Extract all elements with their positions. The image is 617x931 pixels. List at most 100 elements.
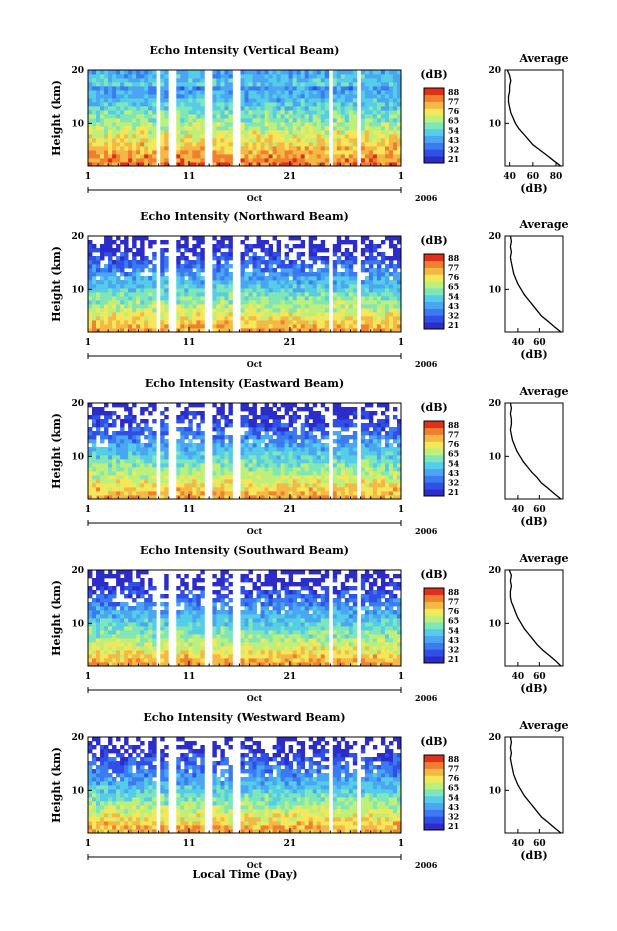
- heatmap-cell: [164, 256, 169, 261]
- heatmap-cell: [312, 122, 318, 127]
- heatmap-cell: [132, 90, 137, 95]
- heatmap-cell: [344, 162, 350, 167]
- heatmap-cell: [352, 459, 358, 464]
- heatmap-cell: [192, 118, 197, 123]
- heatmap-cell: [140, 260, 145, 265]
- heatmap-cell: [332, 455, 338, 460]
- heatmap-cell: [264, 304, 269, 309]
- heatmap-cell: [120, 162, 125, 167]
- heatmap-cell: [132, 475, 137, 480]
- heatmap-cell: [252, 142, 257, 147]
- heatmap-cell: [216, 110, 221, 115]
- heatmap-cell: [368, 146, 374, 151]
- heatmap-cell: [332, 475, 338, 480]
- colorbar-unit: (dB): [420, 234, 447, 247]
- heatmap-cell: [312, 415, 318, 420]
- heatmap-cell: [368, 324, 374, 329]
- heatmap-cell: [272, 138, 277, 143]
- heatmap-cell: [148, 431, 153, 436]
- heatmap-cell: [372, 284, 378, 289]
- heatmap-cell: [244, 126, 249, 131]
- heatmap-cell: [120, 284, 125, 289]
- heatmap-cell: [252, 74, 257, 79]
- heatmap-cell: [104, 98, 109, 103]
- heatmap-cell: [272, 495, 277, 500]
- heatmap-cell: [112, 638, 117, 643]
- heatmap-cell: [148, 300, 153, 305]
- heatmap-cell: [116, 658, 121, 663]
- heatmap-cell: [376, 483, 382, 488]
- heatmap-cell: [296, 407, 302, 412]
- heatmap-cell: [288, 467, 294, 472]
- heatmap-cell: [376, 280, 382, 285]
- heatmap-cell: [152, 138, 157, 143]
- heatmap-cell: [348, 86, 354, 91]
- heatmap-cell: [160, 419, 165, 424]
- heatmap-cell: [108, 658, 113, 663]
- heatmap-cell: [108, 618, 113, 623]
- heatmap-cell: [256, 264, 261, 269]
- heatmap-cell: [224, 102, 229, 107]
- heatmap-cell: [280, 455, 286, 460]
- heatmap-cell: [300, 154, 306, 159]
- heatmap-cell: [152, 475, 157, 480]
- heatmap-cell: [296, 272, 302, 277]
- heatmap-cell: [88, 142, 93, 147]
- heatmap-cell: [160, 455, 165, 460]
- heatmap-cell: [152, 491, 157, 496]
- heatmap-cell: [184, 284, 189, 289]
- heatmap-cell: [200, 304, 205, 309]
- heatmap-cell: [196, 475, 201, 480]
- heatmap-cell: [332, 252, 338, 257]
- heatmap-cell: [228, 74, 233, 79]
- heatmap-cell: [372, 138, 378, 143]
- heatmap-cell: [384, 419, 390, 424]
- heatmap-cell: [104, 126, 109, 131]
- heatmap-cell: [152, 320, 157, 325]
- heatmap-cell: [256, 455, 261, 460]
- heatmap-cell: [364, 158, 370, 163]
- heatmap-cell: [260, 316, 265, 321]
- heatmap-cell: [128, 630, 133, 635]
- heatmap-cell: [372, 443, 378, 448]
- heatmap-cell: [376, 300, 382, 305]
- heatmap-cell: [392, 320, 398, 325]
- heatmap-cell: [264, 483, 269, 488]
- heatmap-cell: [372, 102, 378, 107]
- heatmap-cell: [188, 98, 193, 103]
- heatmap-cell: [316, 146, 322, 151]
- heatmap-cell: [148, 284, 153, 289]
- heatmap-cell: [216, 475, 221, 480]
- heatmap-cell: [136, 260, 141, 265]
- heatmap-cell: [248, 138, 253, 143]
- year-label: 2006: [415, 359, 438, 369]
- heatmap-cell: [112, 82, 117, 87]
- heatmap-cell: [224, 447, 229, 452]
- heatmap-cell: [220, 328, 225, 333]
- heatmap-cell: [344, 479, 350, 484]
- heatmap-cell: [100, 94, 105, 99]
- heatmap-cell: [324, 122, 330, 127]
- heatmap-cell: [288, 114, 294, 119]
- heatmap-cell: [184, 122, 189, 127]
- heatmap-cell: [360, 487, 366, 492]
- heatmap-cell: [380, 118, 386, 123]
- heatmap-cell: [240, 280, 245, 285]
- colorbar-label: 43: [448, 135, 460, 145]
- heatmap-cell: [324, 423, 330, 428]
- heatmap-cell: [308, 244, 314, 249]
- heatmap-cell: [296, 455, 302, 460]
- heatmap-cell: [96, 602, 101, 607]
- heatmap-cell: [252, 110, 257, 115]
- heatmap-cell: [340, 471, 346, 476]
- heatmap-cell: [336, 483, 342, 488]
- heatmap-cell: [136, 158, 141, 163]
- heatmap-cell: [140, 240, 145, 245]
- heatmap-cell: [296, 276, 302, 281]
- heatmap-cell: [212, 284, 217, 289]
- heatmap-cell: [284, 252, 290, 257]
- heatmap-cell: [308, 154, 314, 159]
- heatmap-cell: [364, 320, 370, 325]
- heatmap-cell: [308, 268, 314, 273]
- heatmap-cell: [128, 304, 133, 309]
